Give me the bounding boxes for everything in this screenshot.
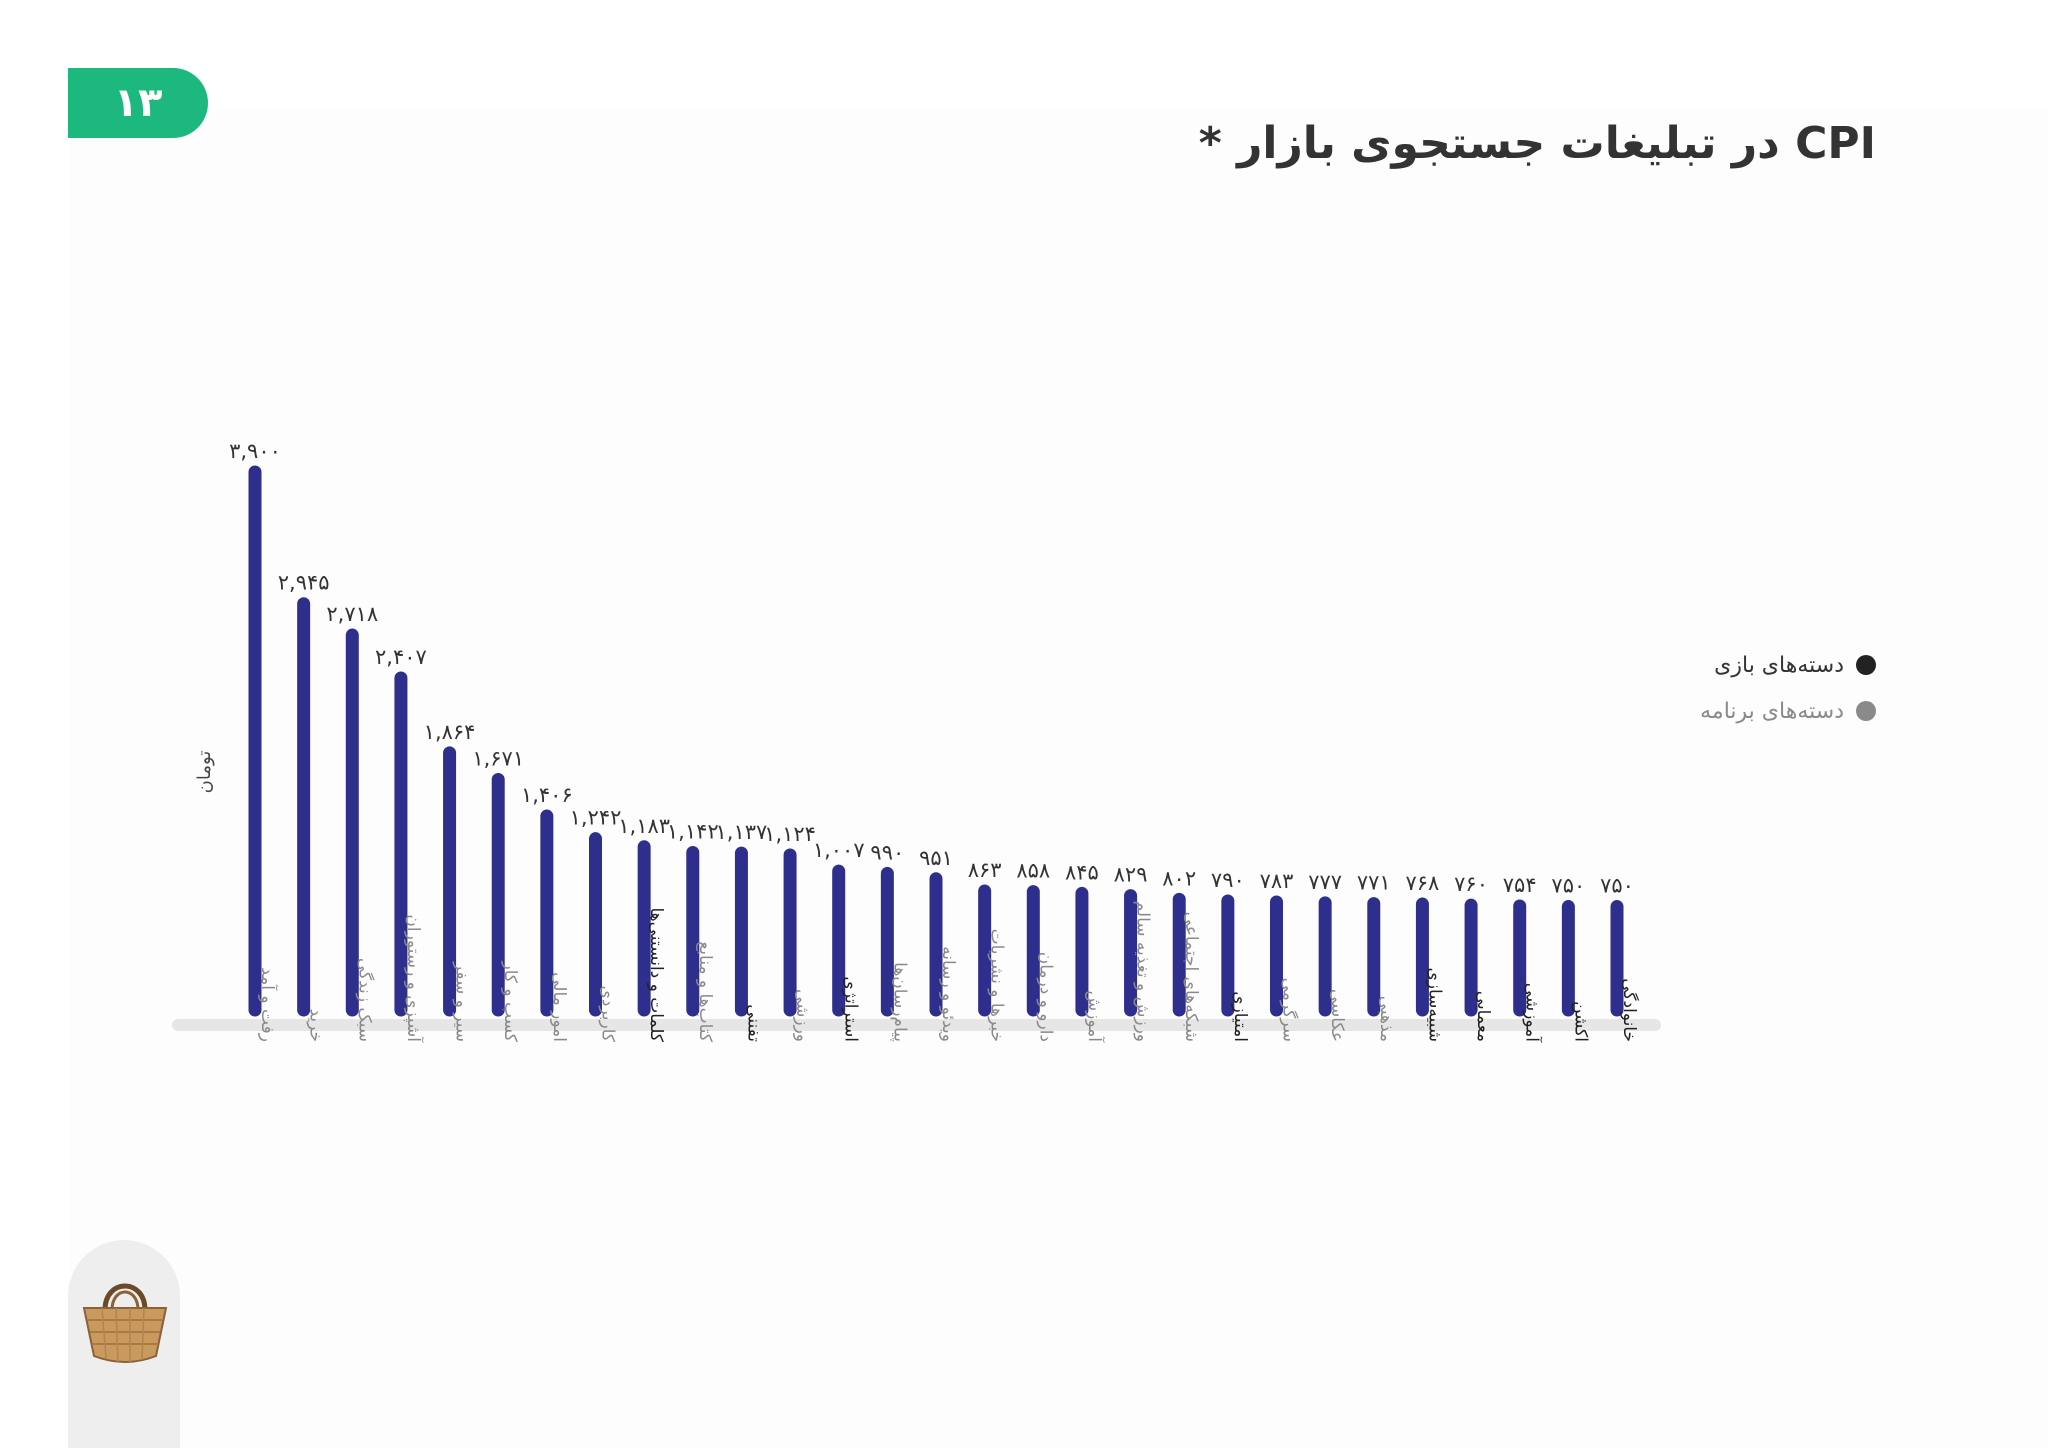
x-tick-label: کلمات و دانستنی‌ها — [646, 907, 666, 1042]
x-tick-label: آشپزی و رستوران — [403, 914, 425, 1043]
data-label: ۷۸۳ — [1260, 869, 1294, 893]
data-label: ۳,۹۰۰ — [229, 439, 281, 463]
data-label: ۷۷۱ — [1357, 871, 1391, 895]
x-tick-label: پیام‌رسان‌ها — [889, 962, 909, 1042]
data-label: ۷۵۰ — [1551, 874, 1585, 898]
x-tick-label: سرگرمی — [1279, 978, 1300, 1042]
data-label: ۱,۸۶۴ — [424, 720, 476, 744]
data-label: ۸۲۹ — [1114, 863, 1148, 887]
x-tick-label: تفننی — [743, 1004, 763, 1042]
page-title: CPI در تبلیغات جستجوی بازار * — [1198, 118, 1876, 169]
data-label: ۱,۲۴۲ — [570, 806, 622, 830]
legend-item-games: دسته‌های بازی — [1700, 642, 1876, 688]
x-tick-label: مذهبی — [1376, 996, 1396, 1042]
data-label: ۱,۰۰۷ — [813, 838, 865, 862]
page-number-badge: ۱۳ — [68, 68, 208, 138]
basket-logo-icon — [82, 1283, 168, 1363]
data-label: ۲,۷۱۸ — [326, 602, 378, 626]
x-tick-label: سبک زندگی — [354, 958, 375, 1042]
x-tick-label: خرید — [306, 1008, 326, 1042]
x-tick-label: کتاب‌ها و منابع — [695, 941, 715, 1043]
x-tick-label: شبکه‌های اجتماعی — [1181, 912, 1201, 1042]
x-tick-label: کسب و کار — [500, 961, 520, 1043]
data-label: ۷۷۷ — [1308, 870, 1342, 894]
x-tick-label: کاربردی — [598, 986, 618, 1043]
legend-dot-apps — [1856, 701, 1876, 721]
x-tick-label: شبیه‌سازی — [1424, 967, 1444, 1042]
x-tick-label: سیر و سفر — [452, 961, 472, 1042]
x-tick-label: امتیازی — [1230, 991, 1250, 1042]
data-label: ۸۴۵ — [1065, 860, 1099, 884]
x-tick-label: خانوادگی — [1619, 978, 1640, 1042]
data-label: ۹۵۱ — [919, 846, 953, 870]
x-tick-label: رفت و آمد — [257, 967, 279, 1042]
data-label: ۸۵۸ — [1016, 859, 1050, 883]
data-label: ۱,۱۸۳ — [618, 814, 670, 838]
x-tick-label: عکاسی — [1327, 989, 1347, 1042]
legend-label-games: دسته‌های بازی — [1714, 652, 1844, 678]
x-tick-label: معمایی — [1473, 991, 1493, 1042]
x-tick-label: دارو و درمان — [1035, 952, 1055, 1042]
data-label: ۹۹۰ — [870, 840, 904, 864]
data-label: ۸۶۳ — [968, 858, 1002, 882]
x-tick-label: ورزش و تغذیه سالم — [1133, 901, 1153, 1042]
data-label: ۷۵۴ — [1503, 873, 1537, 897]
data-label: ۷۹۰ — [1211, 868, 1245, 892]
data-label: ۷۶۰ — [1454, 872, 1488, 896]
data-label: ۷۶۸ — [1406, 871, 1440, 895]
x-tick-label: ورزشی — [792, 989, 812, 1042]
y-axis-label: تومان — [194, 751, 215, 794]
data-label: ۲,۴۰۷ — [375, 645, 427, 669]
data-label: ۱,۴۰۶ — [521, 783, 573, 807]
chart-legend: دسته‌های بازی دسته‌های برنامه — [1700, 642, 1876, 734]
data-label: ۱,۶۷۱ — [472, 746, 524, 770]
x-tick-label: ویدئو و رسانه — [938, 946, 958, 1042]
data-label: ۱,۱۳۷ — [716, 820, 768, 844]
data-label: ۲,۹۴۵ — [278, 571, 330, 595]
data-label: ۱,۱۴۲ — [667, 819, 719, 843]
x-tick-label: استراتژی — [841, 976, 861, 1042]
legend-dot-games — [1856, 655, 1876, 675]
x-tick-label: اکشن — [1570, 1001, 1590, 1042]
legend-label-apps: دسته‌های برنامه — [1700, 698, 1844, 724]
x-tick-label: آموزشی — [1522, 983, 1544, 1044]
data-label: ۷۵۰ — [1600, 874, 1634, 898]
x-tick-label: خبرها و نشریات — [987, 929, 1007, 1042]
x-tick-label: آموزش — [1084, 990, 1106, 1043]
data-label: ۱,۱۲۴ — [764, 822, 816, 846]
x-tick-label: امور مالی — [549, 972, 569, 1042]
legend-item-apps: دسته‌های برنامه — [1700, 688, 1876, 734]
data-label: ۸۰۲ — [1162, 866, 1196, 890]
page-number: ۱۳ — [113, 80, 163, 126]
